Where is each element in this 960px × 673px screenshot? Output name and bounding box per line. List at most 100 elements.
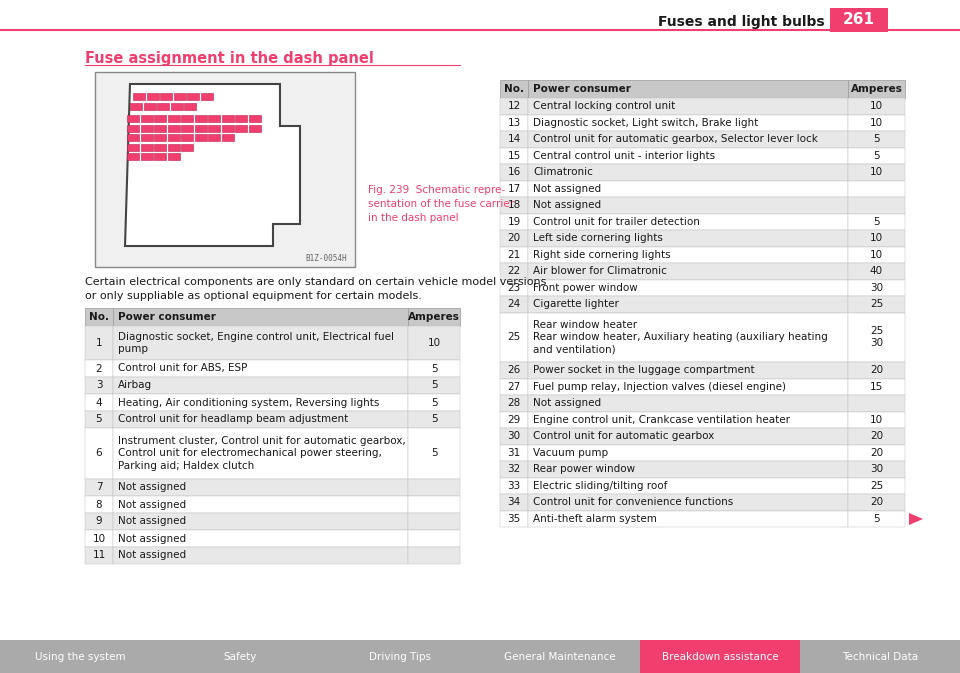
Text: 22: 22 <box>508 267 520 276</box>
Text: Technical Data: Technical Data <box>842 651 918 662</box>
FancyBboxPatch shape <box>528 494 848 511</box>
FancyBboxPatch shape <box>848 478 905 494</box>
FancyBboxPatch shape <box>85 394 113 411</box>
FancyBboxPatch shape <box>848 180 905 197</box>
FancyBboxPatch shape <box>848 164 905 180</box>
FancyBboxPatch shape <box>181 134 193 141</box>
FancyBboxPatch shape <box>408 547 460 564</box>
FancyBboxPatch shape <box>500 197 528 213</box>
FancyBboxPatch shape <box>528 263 848 279</box>
FancyBboxPatch shape <box>500 230 528 246</box>
Text: 10: 10 <box>870 101 883 111</box>
FancyBboxPatch shape <box>408 513 460 530</box>
Text: 27: 27 <box>508 382 520 392</box>
FancyBboxPatch shape <box>500 263 528 279</box>
FancyBboxPatch shape <box>208 115 220 122</box>
Text: 10: 10 <box>870 250 883 260</box>
Text: 10: 10 <box>870 168 883 177</box>
FancyBboxPatch shape <box>848 312 905 362</box>
FancyBboxPatch shape <box>85 496 113 513</box>
Text: Control unit for automatic gearbox: Control unit for automatic gearbox <box>533 431 714 441</box>
FancyBboxPatch shape <box>113 377 408 394</box>
FancyBboxPatch shape <box>500 444 528 461</box>
FancyBboxPatch shape <box>528 230 848 246</box>
FancyBboxPatch shape <box>85 360 113 377</box>
Text: Driving Tips: Driving Tips <box>369 651 431 662</box>
FancyBboxPatch shape <box>408 394 460 411</box>
Text: 25
30: 25 30 <box>870 326 883 349</box>
FancyBboxPatch shape <box>408 411 460 428</box>
Text: Left side cornering lights: Left side cornering lights <box>533 234 662 243</box>
Text: Amperes: Amperes <box>408 312 460 322</box>
Text: 20: 20 <box>870 365 883 376</box>
FancyBboxPatch shape <box>500 362 528 378</box>
Text: Cigarette lighter: Cigarette lighter <box>533 299 619 310</box>
FancyBboxPatch shape <box>154 134 166 141</box>
Text: Control unit for automatic gearbox, Selector lever lock: Control unit for automatic gearbox, Sele… <box>533 134 818 144</box>
Text: Not assigned: Not assigned <box>118 483 186 493</box>
FancyBboxPatch shape <box>848 296 905 312</box>
Text: 31: 31 <box>508 448 520 458</box>
Text: Central locking control unit: Central locking control unit <box>533 101 675 111</box>
Text: 11: 11 <box>92 551 106 561</box>
Text: 19: 19 <box>508 217 520 227</box>
Text: Not assigned: Not assigned <box>533 184 601 194</box>
FancyBboxPatch shape <box>528 114 848 131</box>
FancyBboxPatch shape <box>113 411 408 428</box>
Text: Fuses and light bulbs: Fuses and light bulbs <box>659 15 825 29</box>
Text: 3: 3 <box>96 380 103 390</box>
Text: No.: No. <box>89 312 109 322</box>
FancyBboxPatch shape <box>848 147 905 164</box>
Text: Fig. 239  Schematic repre-
sentation of the fuse carrier
in the dash panel: Fig. 239 Schematic repre- sentation of t… <box>368 185 515 223</box>
FancyBboxPatch shape <box>848 461 905 478</box>
FancyBboxPatch shape <box>500 213 528 230</box>
Text: 20: 20 <box>870 431 883 441</box>
Text: Control unit for headlamp beam adjustment: Control unit for headlamp beam adjustmen… <box>118 415 348 425</box>
FancyBboxPatch shape <box>222 115 233 122</box>
Text: 20: 20 <box>508 234 520 243</box>
FancyBboxPatch shape <box>154 143 166 151</box>
FancyBboxPatch shape <box>154 125 166 131</box>
Text: 33: 33 <box>508 481 520 491</box>
FancyBboxPatch shape <box>830 8 888 32</box>
Text: 30: 30 <box>508 431 520 441</box>
Text: 5: 5 <box>431 398 438 407</box>
FancyBboxPatch shape <box>140 115 153 122</box>
FancyBboxPatch shape <box>85 428 113 479</box>
Text: 15: 15 <box>870 382 883 392</box>
FancyBboxPatch shape <box>528 511 848 527</box>
FancyBboxPatch shape <box>848 213 905 230</box>
Text: 4: 4 <box>96 398 103 407</box>
FancyBboxPatch shape <box>848 246 905 263</box>
Text: Safety: Safety <box>224 651 256 662</box>
FancyBboxPatch shape <box>528 279 848 296</box>
FancyBboxPatch shape <box>848 511 905 527</box>
FancyBboxPatch shape <box>85 411 113 428</box>
Text: Amperes: Amperes <box>851 84 902 94</box>
Text: 23: 23 <box>508 283 520 293</box>
Text: 9: 9 <box>96 516 103 526</box>
FancyBboxPatch shape <box>167 143 180 151</box>
FancyBboxPatch shape <box>95 72 355 267</box>
Text: 30: 30 <box>870 464 883 474</box>
FancyBboxPatch shape <box>848 131 905 147</box>
Text: 13: 13 <box>508 118 520 128</box>
FancyBboxPatch shape <box>140 125 153 131</box>
Text: 25: 25 <box>870 481 883 491</box>
FancyBboxPatch shape <box>528 428 848 444</box>
FancyBboxPatch shape <box>154 115 166 122</box>
FancyBboxPatch shape <box>528 131 848 147</box>
Text: Power consumer: Power consumer <box>118 312 216 322</box>
Text: Diagnostic socket, Light switch, Brake light: Diagnostic socket, Light switch, Brake l… <box>533 118 758 128</box>
FancyBboxPatch shape <box>113 479 408 496</box>
Text: 35: 35 <box>508 513 520 524</box>
FancyBboxPatch shape <box>528 395 848 411</box>
FancyBboxPatch shape <box>500 511 528 527</box>
FancyBboxPatch shape <box>848 279 905 296</box>
Text: Not assigned: Not assigned <box>533 398 601 409</box>
FancyBboxPatch shape <box>113 428 408 479</box>
FancyBboxPatch shape <box>408 360 460 377</box>
Text: 16: 16 <box>508 168 520 177</box>
Text: Vacuum pump: Vacuum pump <box>533 448 608 458</box>
Text: Rear power window: Rear power window <box>533 464 636 474</box>
